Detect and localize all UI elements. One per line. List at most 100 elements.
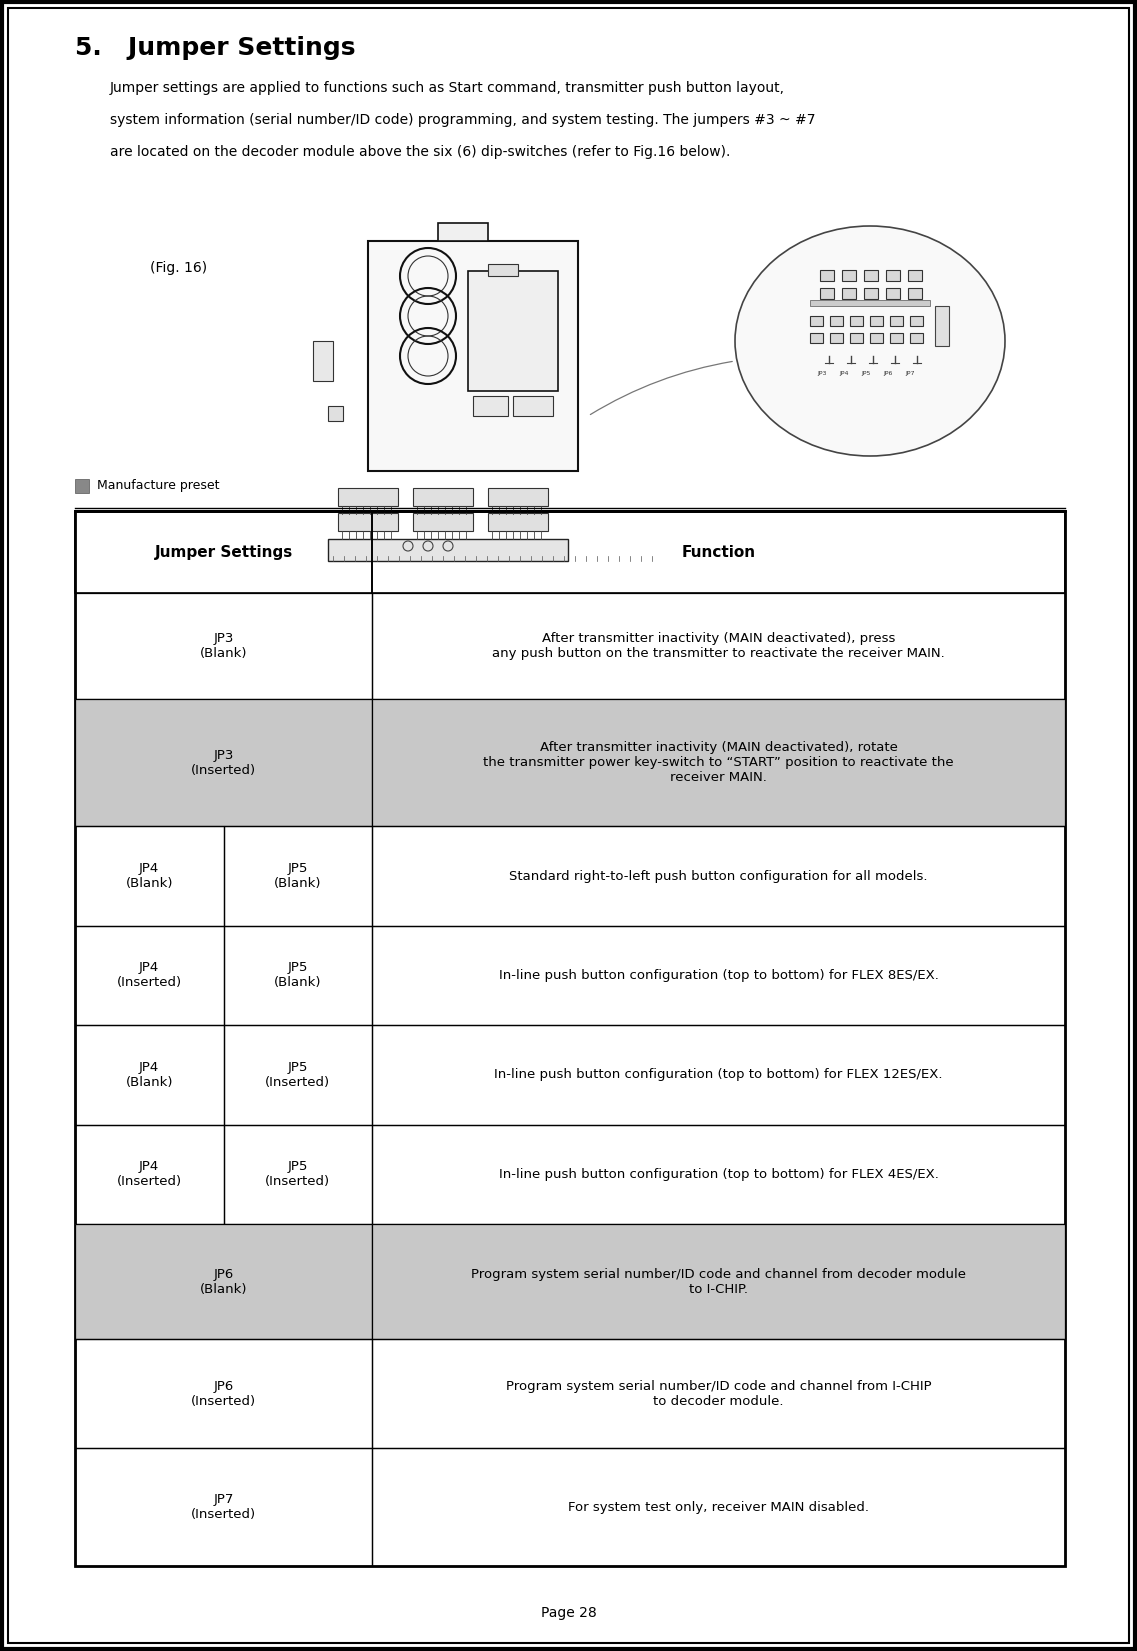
Bar xyxy=(224,1025,372,1124)
Text: are located on the decoder module above the six (6) dip-switches (refer to Fig.1: are located on the decoder module above … xyxy=(110,145,730,158)
Text: Standard right-to-left push button configuration for all models.: Standard right-to-left push button confi… xyxy=(509,870,928,883)
Bar xyxy=(75,1223,372,1339)
Text: Jumper Settings: Jumper Settings xyxy=(155,545,292,560)
Bar xyxy=(890,334,903,343)
Bar xyxy=(75,1124,224,1223)
Bar xyxy=(830,334,843,343)
Bar xyxy=(820,271,835,281)
Bar xyxy=(513,396,553,416)
Bar xyxy=(338,513,398,532)
Bar xyxy=(327,406,343,421)
Text: JP7: JP7 xyxy=(905,371,915,376)
Text: system information (serial number/ID code) programming, and system testing. The : system information (serial number/ID cod… xyxy=(110,112,815,127)
Bar xyxy=(810,315,823,325)
Text: Program system serial number/ID code and channel from decoder module
to I-CHIP.: Program system serial number/ID code and… xyxy=(471,1268,966,1296)
Text: JP6
(Blank): JP6 (Blank) xyxy=(200,1268,247,1296)
Text: JP5
(Inserted): JP5 (Inserted) xyxy=(265,1161,331,1189)
Text: In-line push button configuration (top to bottom) for FLEX 12ES/EX.: In-line push button configuration (top t… xyxy=(495,1068,943,1081)
Bar xyxy=(372,1339,1065,1448)
Bar xyxy=(372,1223,1065,1339)
Text: After transmitter inactivity (MAIN deactivated), press
any push button on the tr: After transmitter inactivity (MAIN deact… xyxy=(492,632,945,660)
Bar xyxy=(413,489,473,505)
Bar xyxy=(488,513,548,532)
Text: In-line push button configuration (top to bottom) for FLEX 4ES/EX.: In-line push button configuration (top t… xyxy=(498,1167,938,1180)
Bar xyxy=(372,926,1065,1025)
Bar xyxy=(327,538,568,561)
Bar xyxy=(820,287,835,299)
Bar xyxy=(224,926,372,1025)
Text: Page 28: Page 28 xyxy=(540,1606,597,1620)
Bar xyxy=(372,512,1065,593)
Bar xyxy=(372,593,1065,698)
Bar xyxy=(75,479,89,494)
Bar xyxy=(864,271,878,281)
Bar xyxy=(908,271,922,281)
Text: JP4: JP4 xyxy=(839,371,848,376)
Bar xyxy=(473,396,508,416)
Bar xyxy=(910,334,923,343)
Text: Program system serial number/ID code and channel from I-CHIP
to decoder module.: Program system serial number/ID code and… xyxy=(506,1380,931,1408)
Bar xyxy=(75,826,224,926)
Bar xyxy=(488,489,548,505)
Bar xyxy=(75,698,372,826)
Text: JP4
(Blank): JP4 (Blank) xyxy=(125,862,173,890)
Bar xyxy=(870,334,883,343)
Bar xyxy=(75,1223,372,1339)
Bar xyxy=(886,271,901,281)
Bar xyxy=(372,698,1065,826)
Bar xyxy=(372,826,1065,926)
Text: JP6: JP6 xyxy=(883,371,893,376)
Bar xyxy=(850,315,863,325)
Bar xyxy=(935,305,949,347)
Bar xyxy=(850,334,863,343)
Text: JP4
(Inserted): JP4 (Inserted) xyxy=(117,1161,182,1189)
Text: JP5
(Blank): JP5 (Blank) xyxy=(274,961,322,989)
Bar xyxy=(413,513,473,532)
Bar xyxy=(886,287,901,299)
Bar xyxy=(75,1025,224,1124)
Text: (Fig. 16): (Fig. 16) xyxy=(150,261,207,276)
Bar xyxy=(372,698,1065,826)
Bar xyxy=(843,271,856,281)
Bar xyxy=(75,512,1065,1567)
Bar xyxy=(910,315,923,325)
Bar xyxy=(908,287,922,299)
Bar xyxy=(75,1448,372,1567)
Bar xyxy=(468,271,558,391)
Bar xyxy=(810,334,823,343)
Bar xyxy=(372,1025,1065,1124)
Bar xyxy=(890,315,903,325)
Bar xyxy=(75,1339,372,1448)
Text: After transmitter inactivity (MAIN deactivated), rotate
the transmitter power ke: After transmitter inactivity (MAIN deact… xyxy=(483,741,954,784)
Bar xyxy=(75,698,372,826)
Bar xyxy=(368,241,578,471)
Text: JP4
(Inserted): JP4 (Inserted) xyxy=(117,961,182,989)
Bar xyxy=(224,1124,372,1223)
Bar xyxy=(372,1448,1065,1567)
Text: JP4
(Blank): JP4 (Blank) xyxy=(125,1062,173,1090)
Text: Manufacture preset: Manufacture preset xyxy=(97,479,219,492)
Bar xyxy=(75,512,372,593)
Bar xyxy=(75,926,224,1025)
Bar xyxy=(843,287,856,299)
Bar xyxy=(870,315,883,325)
Text: For system test only, receiver MAIN disabled.: For system test only, receiver MAIN disa… xyxy=(568,1501,869,1514)
Bar xyxy=(313,342,333,381)
Bar xyxy=(488,264,518,276)
Text: Jumper settings are applied to functions such as Start command, transmitter push: Jumper settings are applied to functions… xyxy=(110,81,785,96)
Text: Function: Function xyxy=(681,545,756,560)
Text: JP5
(Blank): JP5 (Blank) xyxy=(274,862,322,890)
Ellipse shape xyxy=(735,226,1005,456)
Bar xyxy=(372,1223,1065,1339)
Bar xyxy=(75,593,372,698)
Bar xyxy=(438,223,488,241)
Text: JP3
(Blank): JP3 (Blank) xyxy=(200,632,247,660)
Text: JP5: JP5 xyxy=(862,371,871,376)
Bar xyxy=(224,826,372,926)
Text: JP6
(Inserted): JP6 (Inserted) xyxy=(191,1380,256,1408)
Text: JP3: JP3 xyxy=(818,371,827,376)
Bar xyxy=(830,315,843,325)
Text: JP5
(Inserted): JP5 (Inserted) xyxy=(265,1062,331,1090)
Text: 5.   Jumper Settings: 5. Jumper Settings xyxy=(75,36,356,59)
Text: In-line push button configuration (top to bottom) for FLEX 8ES/EX.: In-line push button configuration (top t… xyxy=(498,969,938,982)
